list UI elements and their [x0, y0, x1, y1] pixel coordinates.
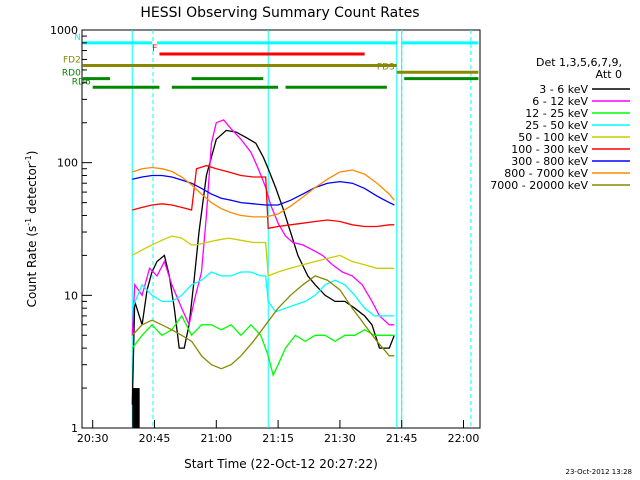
- y-tick-label: 1: [71, 422, 78, 435]
- plot-frame: [81, 29, 481, 429]
- status-bar-label: RD0: [62, 69, 81, 79]
- x-tick-label: 21:45: [386, 432, 418, 445]
- legend-label: 100 - 300 keV: [511, 143, 588, 156]
- status-bar-label: N: [74, 33, 81, 43]
- generation-timestamp: 23-Oct-2012 13:28: [566, 468, 632, 476]
- series-line: [131, 129, 395, 405]
- series-line: [132, 174, 395, 206]
- x-axis-label: Start Time (22-Oct-12 20:27:22): [184, 457, 378, 471]
- legend-label: 6 - 12 keV: [532, 95, 588, 108]
- event-markers: [131, 30, 472, 428]
- legend-label: 25 - 50 keV: [525, 119, 588, 132]
- legend-header-line1: Det 1,3,5,6,7,9,: [536, 56, 622, 69]
- series-line: [131, 275, 395, 370]
- x-tick-label: 22:00: [448, 432, 480, 445]
- series-line: [131, 271, 395, 317]
- y-tick-label: 10: [64, 289, 78, 302]
- legend-header-line2: Att 0: [596, 68, 622, 81]
- x-tick-label: 21:30: [324, 432, 356, 445]
- legend-label: 50 - 100 keV: [518, 131, 588, 144]
- status-bar-label: FD3: [377, 62, 395, 72]
- chart-title: HESSI Observing Summary Count Rates: [140, 5, 419, 21]
- y-tick-label: 100: [57, 157, 78, 170]
- y-tick-label: 1000: [50, 24, 78, 37]
- series-lines: [131, 119, 395, 428]
- status-bar-label: F: [152, 44, 157, 54]
- y-axis-label: Count Rate (s-1 detector-1): [24, 151, 39, 308]
- x-tick-label: 21:15: [262, 432, 294, 445]
- series-line: [132, 164, 395, 230]
- x-axis-ticks: 20:30 20:45 21:00 21:15 21:30 21:45 22:00: [77, 420, 480, 445]
- series-line: [131, 235, 395, 277]
- legend-label: 800 - 7000 keV: [504, 167, 588, 180]
- x-tick-label: 21:00: [200, 432, 232, 445]
- y-axis-ticks: 1 10 100 1000: [50, 24, 92, 435]
- legend-label: 12 - 25 keV: [525, 107, 588, 120]
- status-bar-label: FD2: [63, 56, 81, 66]
- series-line: [131, 314, 395, 378]
- legend-label: 3 - 6 keV: [539, 83, 588, 96]
- x-tick-label: 20:45: [139, 432, 171, 445]
- low-count-fill: [132, 388, 140, 428]
- series-line: [131, 119, 395, 336]
- x-tick-label: 20:30: [77, 432, 109, 445]
- legend-label: 300 - 800 keV: [511, 155, 588, 168]
- status-bar-label: RD6: [72, 77, 91, 87]
- series-line: [132, 166, 395, 218]
- legend-label: 7000 - 20000 keV: [490, 179, 588, 192]
